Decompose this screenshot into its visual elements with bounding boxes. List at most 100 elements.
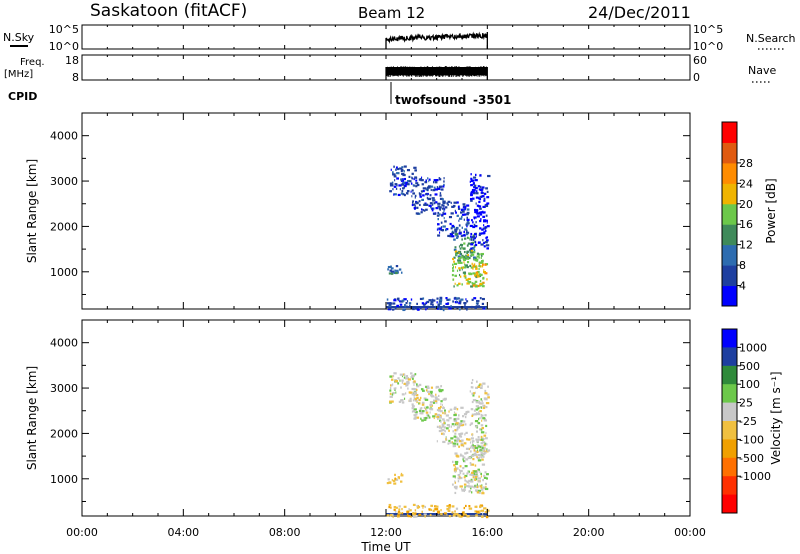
power-cell (452, 265, 455, 269)
power-cell (390, 265, 392, 268)
velocity-cell (425, 409, 428, 412)
power-cell (408, 180, 412, 183)
velocity-cell (477, 453, 481, 457)
velocity-cell (422, 506, 424, 509)
power-cell (438, 307, 441, 310)
power-cell (403, 298, 407, 301)
velocity-cell (469, 423, 472, 427)
velocity-cell (427, 416, 429, 419)
velocity-cell (405, 382, 409, 385)
power-cell (388, 306, 392, 310)
velocity-cell (413, 514, 416, 517)
velocity-cell (451, 441, 453, 444)
power-cell (415, 185, 418, 188)
power-colorbar-frame (721, 121, 738, 307)
power-cell (476, 252, 480, 255)
power-cell (424, 202, 426, 206)
power-cell (466, 236, 469, 239)
velocity-cell (470, 485, 474, 488)
velocity-cell (462, 423, 465, 426)
power-cell (437, 305, 440, 308)
velocity-cell (483, 444, 486, 447)
velocity-cell (459, 465, 462, 468)
velocity-cell (466, 410, 470, 413)
power-cell (477, 284, 480, 288)
velocity-cell (412, 399, 415, 402)
power-cell (459, 251, 462, 254)
power-cell (479, 213, 483, 216)
power-cell (484, 204, 489, 208)
power-cell (430, 188, 432, 192)
velocity-cell (475, 438, 478, 441)
velocity-cell (466, 411, 468, 414)
power-cell (475, 211, 478, 214)
velocity-cell (426, 386, 430, 390)
velocity-cell (482, 382, 486, 385)
velocity-cell (448, 515, 451, 518)
power-cell (473, 223, 476, 226)
velocity-cell (409, 397, 412, 400)
velocity-cell (481, 419, 483, 422)
power-cell (412, 307, 415, 311)
velocity-cell (439, 405, 442, 409)
power-cell (457, 257, 462, 260)
power-cell (470, 232, 473, 236)
power-cell (466, 216, 468, 219)
velocity-cell (421, 410, 425, 413)
power-cell (437, 211, 440, 215)
velocity-colorbar-tick-label: -500 (739, 452, 764, 465)
velocity-cell (484, 487, 489, 491)
power-cell (414, 307, 418, 310)
velocity-cell (467, 471, 469, 474)
power-cell (466, 260, 470, 264)
power-cell (458, 267, 461, 270)
power-colorbar-swatch (722, 203, 737, 225)
velocity-cell (478, 417, 480, 421)
velocity-cell (421, 419, 424, 422)
velocity-colorbar-tick-label: -100 (739, 433, 764, 446)
power-cell (466, 223, 469, 226)
velocity-cell (447, 509, 451, 513)
velocity-cell (479, 383, 482, 386)
power-cell (474, 241, 477, 244)
power-cell (459, 252, 462, 256)
velocity-cell (485, 431, 487, 435)
velocity-cell (440, 509, 442, 512)
velocity-cell (460, 406, 464, 409)
velocity-panel-frame (81, 319, 691, 517)
nsearch-tick-bottom: 10^0 (693, 40, 723, 53)
power-cell (430, 303, 433, 306)
power-cell (402, 187, 405, 190)
velocity-cell (475, 484, 478, 487)
power-cell (473, 216, 477, 219)
velocity-cell (461, 439, 464, 442)
velocity-cell (403, 373, 406, 376)
velocity-cell (474, 419, 479, 423)
velocity-cell (484, 389, 487, 393)
velocity-cell (456, 440, 459, 443)
velocity-cell (466, 481, 469, 484)
power-cell (456, 201, 459, 204)
velocity-cell (476, 470, 479, 473)
power-cell (433, 212, 436, 215)
power-cell (439, 178, 442, 181)
power-cell (451, 235, 455, 238)
power-cell (390, 168, 392, 171)
velocity-cell (476, 485, 479, 489)
velocity-cell (401, 507, 403, 511)
power-cell (429, 206, 432, 209)
velocity-cell (410, 515, 412, 518)
velocity-cell (477, 449, 479, 452)
velocity-cell (413, 394, 415, 397)
power-cell (412, 200, 414, 203)
velocity-cell (465, 480, 468, 483)
power-cell (451, 306, 454, 309)
power-cell (439, 194, 442, 197)
velocity-cell (458, 422, 463, 425)
velocity-cell (480, 416, 482, 419)
power-cell (472, 264, 475, 267)
power-cell (465, 231, 470, 234)
velocity-cell (430, 386, 434, 389)
velocity-colorbar-swatch (722, 476, 737, 496)
power-cell (437, 227, 439, 230)
